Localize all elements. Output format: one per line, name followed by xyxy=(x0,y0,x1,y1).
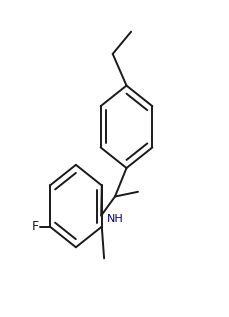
Text: NH: NH xyxy=(106,214,123,224)
Text: F: F xyxy=(31,220,38,233)
